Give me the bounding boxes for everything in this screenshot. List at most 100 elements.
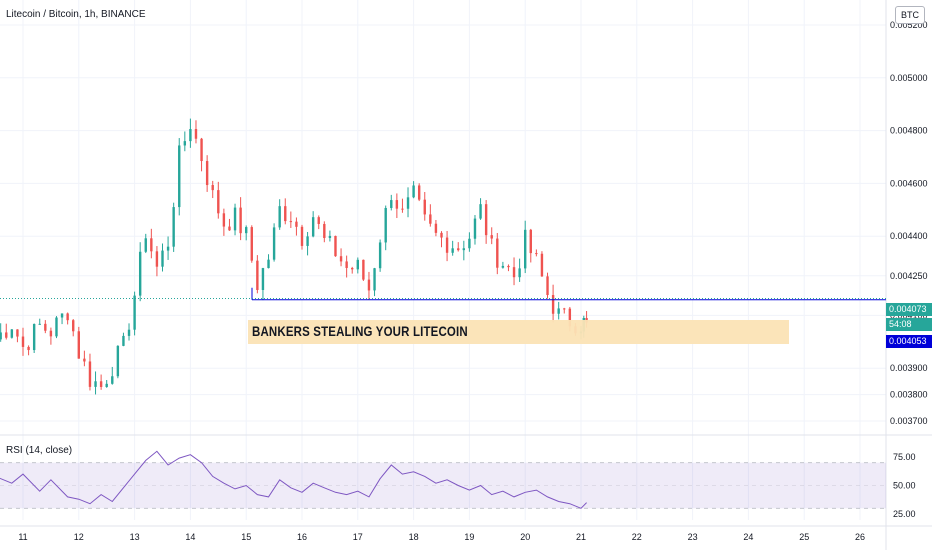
candle-body [88, 361, 92, 387]
candle-body [351, 267, 354, 270]
y-tick-label: 0.005000 [890, 73, 928, 83]
candle-body [194, 129, 198, 139]
candle-body [390, 200, 393, 208]
x-tick-label: 12 [74, 532, 84, 542]
candle-body [323, 223, 326, 238]
candle-body [563, 308, 566, 310]
candle-body [21, 336, 25, 347]
marked-level-tag: 0.004053 [886, 335, 932, 348]
candle-body [524, 229, 527, 269]
rsi-band [0, 462, 886, 509]
x-tick-label: 20 [520, 532, 530, 542]
y-tick-label: 0.003900 [890, 363, 928, 373]
candle-body [55, 317, 58, 337]
candle-body [462, 248, 466, 251]
annotation-text: BANKERS STEALING YOUR LITECOIN [252, 323, 468, 339]
candle-body [451, 248, 454, 253]
candle-body [66, 313, 69, 321]
candle-body [94, 381, 97, 387]
annotation-zone [248, 320, 789, 344]
candle-body [72, 320, 75, 332]
candle-body [535, 253, 538, 255]
candle-body [32, 323, 36, 351]
candle-body [60, 313, 64, 318]
candle-body [111, 376, 114, 384]
candle-body [289, 221, 293, 223]
candle-body [133, 295, 136, 330]
candle-body [468, 238, 471, 249]
candle-body [490, 235, 493, 239]
candle-body [557, 308, 560, 314]
candle-body [228, 226, 231, 231]
candle-body [189, 129, 192, 142]
y-tick-label: 0.004250 [890, 271, 928, 281]
candle-body [83, 358, 86, 362]
candle-body [138, 251, 142, 296]
candle-body [378, 242, 382, 269]
candle-body [166, 246, 170, 251]
candle-body [423, 199, 426, 215]
candle-body [395, 200, 399, 209]
candle-body [306, 236, 309, 246]
candle-body [429, 214, 432, 224]
candle-body [479, 204, 482, 219]
candle-body [401, 208, 404, 210]
candle-body [345, 261, 348, 268]
x-tick-label: 14 [185, 532, 195, 542]
candle-body [284, 206, 287, 222]
candle-body [317, 217, 320, 224]
y-tick-label: 0.004800 [890, 126, 928, 136]
candle-body [16, 329, 19, 337]
candle-body [384, 207, 387, 243]
x-tick-label: 15 [241, 532, 251, 542]
candle-body [172, 207, 175, 247]
x-tick-label: 11 [18, 532, 27, 542]
candle-body [245, 227, 248, 234]
last-price-tag: 0.004073 [886, 303, 932, 316]
rsi-label: RSI (14, close) [6, 445, 73, 456]
x-tick-label: 22 [632, 532, 642, 542]
candle-body [127, 329, 131, 336]
candle-body [116, 345, 120, 377]
candle-body [222, 213, 226, 227]
candle-body [417, 185, 421, 200]
candle-body [529, 229, 532, 254]
candle-body [261, 268, 265, 290]
y-tick-label: 0.003800 [890, 390, 928, 400]
candle-body [272, 227, 276, 260]
x-tick-label: 23 [688, 532, 698, 542]
x-tick-label: 17 [353, 532, 363, 542]
candle-body [540, 253, 544, 277]
candle-body [10, 329, 14, 338]
candle-body [0, 332, 2, 340]
currency-button[interactable]: BTC [895, 6, 925, 24]
candle-body [278, 206, 281, 228]
x-tick-label: 13 [130, 532, 140, 542]
candle-body [267, 259, 270, 269]
candle-body [295, 221, 298, 227]
candle-body [155, 251, 159, 267]
candle-body [412, 185, 415, 198]
candle-body [339, 256, 343, 262]
candle-body [551, 295, 555, 314]
candle-body [233, 207, 237, 231]
candle-body [44, 323, 47, 331]
candle-body [239, 207, 242, 234]
candle-body [356, 259, 359, 270]
candle-body [501, 265, 505, 268]
y-tick-label: 0.005200 [890, 20, 928, 30]
candle-body [373, 268, 376, 291]
x-tick-label: 16 [297, 532, 307, 542]
y-tick-label: 0.004600 [890, 178, 928, 188]
rsi-line [0, 450, 587, 509]
candle-body [457, 248, 460, 251]
x-tick-label: 26 [855, 532, 865, 542]
rsi-tick-label: 75.00 [893, 452, 916, 462]
candle-body [546, 276, 549, 296]
candle-body [144, 238, 147, 252]
candle-body [362, 259, 365, 280]
candle-body [250, 227, 253, 261]
y-tick-label: 0.004400 [890, 231, 928, 241]
y-tick-label: 0.003700 [890, 416, 928, 426]
